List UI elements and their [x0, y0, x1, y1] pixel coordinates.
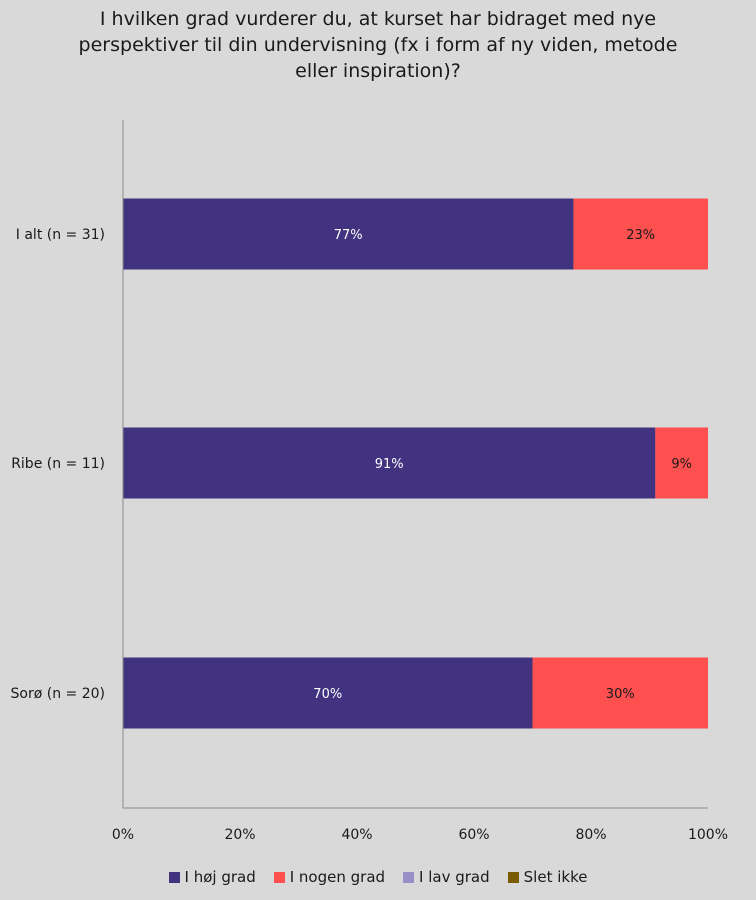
bar-segment [123, 657, 533, 729]
bar-segment [123, 198, 574, 270]
legend-item: I høj grad [168, 868, 256, 886]
legend-item: I nogen grad [273, 868, 386, 886]
chart-legend: I høj grad I nogen grad I lav grad Slet ikk… [0, 868, 756, 886]
x-tick-label: 0% [112, 827, 134, 843]
legend-label: I høj grad [184, 868, 256, 886]
x-tick-label: 40% [341, 827, 372, 843]
x-tick-label: 100% [688, 827, 728, 843]
legend-item: Slet ikke [507, 868, 588, 886]
data-label: 91% [375, 457, 404, 472]
x-tick-label: 80% [575, 827, 606, 843]
x-tick-label: 20% [224, 827, 255, 843]
legend-swatch [168, 871, 180, 883]
data-label: 70% [313, 687, 342, 702]
chart-title: I hvilken grad vurderer du, at kurset ha… [78, 8, 678, 82]
x-tick-label: 60% [458, 827, 489, 843]
stacked-bar-chart: 77% 23% I alt (n = 31) 91% 9% Ribe (n = 11) 70… [11, 120, 728, 843]
legend-label: I lav grad [419, 868, 490, 886]
data-label: 9% [671, 457, 692, 472]
data-label: 23% [626, 228, 655, 243]
data-label: 77% [334, 228, 363, 243]
bar-segment [655, 427, 708, 499]
data-label: 30% [606, 687, 635, 702]
legend-label: I nogen grad [289, 868, 386, 886]
category-label: Sorø (n = 20) [11, 686, 105, 702]
bar-segment [532, 657, 708, 729]
category-label: Ribe (n = 11) [11, 456, 105, 472]
legend-label: Slet ikke [523, 868, 588, 886]
bar-segment [573, 198, 708, 270]
legend-swatch [507, 871, 519, 883]
bar-segment [123, 427, 656, 499]
legend-swatch [403, 871, 415, 883]
category-label: I alt (n = 31) [16, 227, 105, 243]
legend-swatch [273, 871, 285, 883]
legend-item: I lav grad [403, 868, 490, 886]
